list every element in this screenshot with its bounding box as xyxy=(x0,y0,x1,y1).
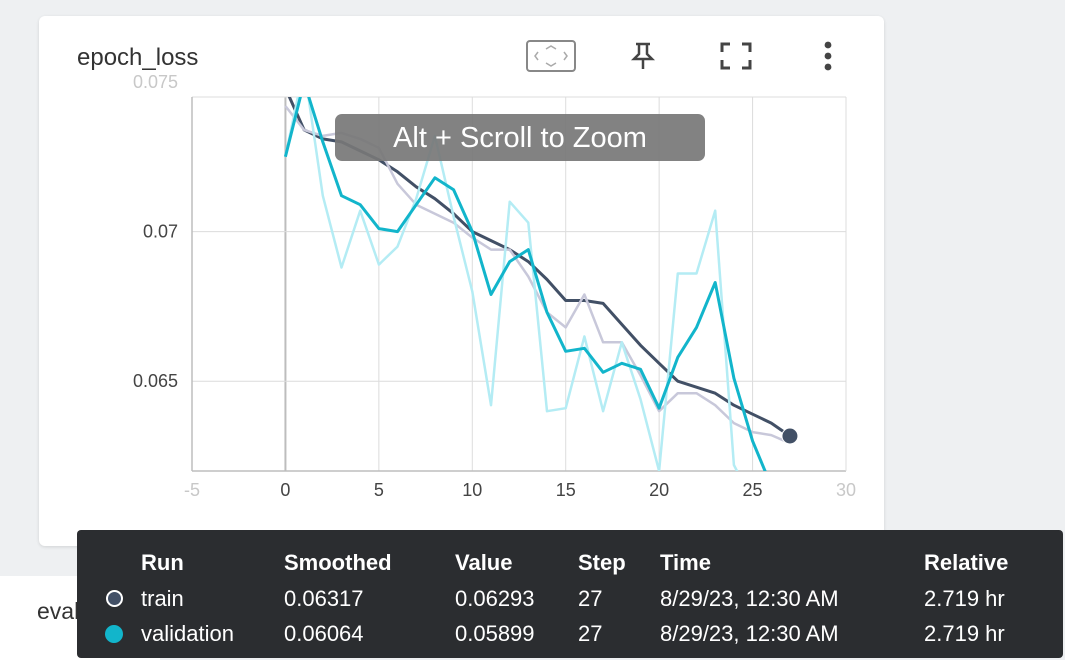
row-train-value: 0.06293 xyxy=(455,586,535,611)
chart-card: epoch_loss xyxy=(39,16,884,546)
header-run: Run xyxy=(141,550,184,575)
fit-domain-icon[interactable] xyxy=(525,38,577,74)
more-vert-icon[interactable] xyxy=(813,38,843,74)
card-title: epoch_loss xyxy=(77,44,199,71)
row-validation-step: 27 xyxy=(578,621,603,646)
header-value: Value xyxy=(455,550,513,575)
fullscreen-icon[interactable] xyxy=(719,38,753,74)
row-train-time: 8/29/23, 12:30 AM xyxy=(660,586,839,611)
row-validation-smoothed: 0.06064 xyxy=(284,621,364,646)
row-train-smoothed: 0.06317 xyxy=(284,586,364,611)
data-tooltip: Run Smoothed Value Step Time Relative tr… xyxy=(77,530,1063,658)
header-time: Time xyxy=(660,550,711,575)
header-smoothed: Smoothed xyxy=(284,550,392,575)
header-step: Step xyxy=(578,550,626,575)
row-train-relative: 2.719 hr xyxy=(924,586,1005,611)
row-validation-value: 0.05899 xyxy=(455,621,535,646)
row-validation-run: validation xyxy=(141,621,234,646)
row-validation-time: 8/29/23, 12:30 AM xyxy=(660,621,839,646)
row-train-step: 27 xyxy=(578,586,603,611)
row-train-run: train xyxy=(141,586,184,611)
header-relative: Relative xyxy=(924,550,1009,575)
validation-swatch xyxy=(105,625,123,643)
train-swatch xyxy=(106,590,123,607)
pin-icon[interactable] xyxy=(627,38,659,74)
row-validation-relative: 2.719 hr xyxy=(924,621,1005,646)
